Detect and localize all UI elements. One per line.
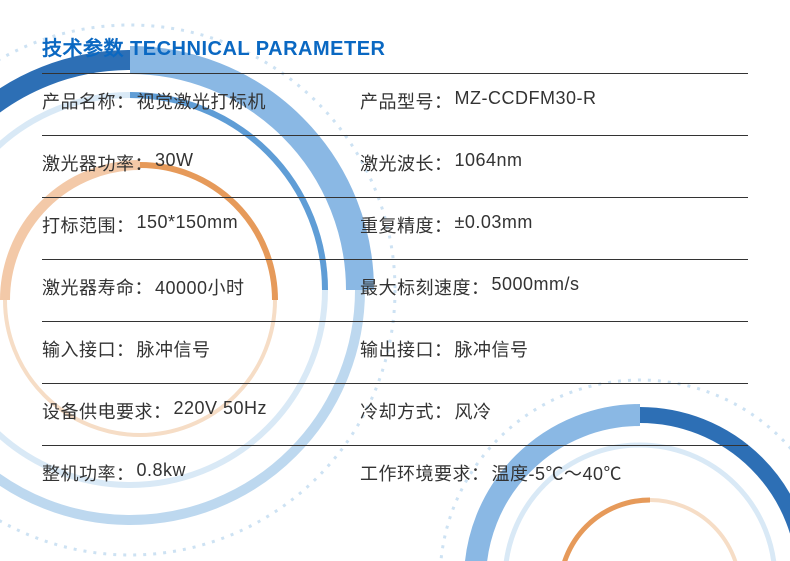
spec-label: 输出接口: [360, 336, 453, 362]
spec-label: 整机功率: [42, 460, 135, 486]
spec-row: 产品名称视觉激光打标机产品型号MZ-CCDFM30-R: [42, 73, 748, 135]
spec-value: 脉冲信号: [137, 336, 211, 362]
section-title: 技术参数 TECHNICAL PARAMETER: [42, 32, 748, 61]
spec-label: 冷却方式: [360, 398, 453, 424]
spec-row: 输入接口脉冲信号输出接口脉冲信号: [42, 321, 748, 383]
spec-row: 整机功率0.8kw工作环境要求温度-5℃～40℃: [42, 445, 748, 507]
spec-value: 风冷: [455, 398, 492, 424]
spec-value: 视觉激光打标机: [137, 88, 267, 114]
spec-value: 温度-5℃～40℃: [492, 460, 623, 486]
spec-value: 0.8kw: [137, 460, 187, 486]
spec-cell-right: 冷却方式风冷: [360, 398, 748, 424]
spec-cell-left: 激光器寿命40000小时: [42, 274, 360, 300]
spec-cell-left: 激光器功率30W: [42, 150, 360, 176]
spec-value: 40000小时: [155, 274, 245, 300]
spec-label: 产品型号: [360, 88, 453, 114]
spec-value: 150*150mm: [137, 212, 239, 238]
spec-row: 激光器功率30W激光波长1064nm: [42, 135, 748, 197]
spec-row: 激光器寿命40000小时最大标刻速度5000mm/s: [42, 259, 748, 321]
spec-label: 最大标刻速度: [360, 274, 490, 300]
spec-label: 输入接口: [42, 336, 135, 362]
spec-label: 设备供电要求: [42, 398, 172, 424]
spec-cell-left: 输入接口脉冲信号: [42, 336, 360, 362]
spec-label: 激光波长: [360, 150, 453, 176]
spec-cell-left: 设备供电要求220V 50Hz: [42, 398, 360, 424]
spec-value: 30W: [155, 150, 194, 176]
spec-table: 产品名称视觉激光打标机产品型号MZ-CCDFM30-R激光器功率30W激光波长1…: [42, 73, 748, 507]
spec-row: 设备供电要求220V 50Hz冷却方式风冷: [42, 383, 748, 445]
spec-cell-left: 产品名称视觉激光打标机: [42, 88, 360, 114]
spec-value: 220V 50Hz: [174, 398, 268, 424]
spec-cell-right: 激光波长1064nm: [360, 150, 748, 176]
spec-value: 1064nm: [455, 150, 523, 176]
spec-value: 脉冲信号: [455, 336, 529, 362]
spec-label: 产品名称: [42, 88, 135, 114]
spec-label: 打标范围: [42, 212, 135, 238]
spec-cell-right: 产品型号MZ-CCDFM30-R: [360, 88, 748, 114]
spec-label: 工作环境要求: [360, 460, 490, 486]
spec-cell-right: 最大标刻速度5000mm/s: [360, 274, 748, 300]
spec-cell-left: 整机功率0.8kw: [42, 460, 360, 486]
spec-label: 激光器功率: [42, 150, 153, 176]
spec-cell-right: 重复精度±0.03mm: [360, 212, 748, 238]
spec-cell-right: 工作环境要求温度-5℃～40℃: [360, 460, 748, 486]
spec-value: ±0.03mm: [455, 212, 533, 238]
spec-label: 激光器寿命: [42, 274, 153, 300]
spec-value: MZ-CCDFM30-R: [455, 88, 597, 114]
spec-label: 重复精度: [360, 212, 453, 238]
spec-cell-right: 输出接口脉冲信号: [360, 336, 748, 362]
content-panel: 技术参数 TECHNICAL PARAMETER 产品名称视觉激光打标机产品型号…: [0, 0, 790, 507]
spec-row: 打标范围150*150mm重复精度±0.03mm: [42, 197, 748, 259]
spec-cell-left: 打标范围150*150mm: [42, 212, 360, 238]
spec-value: 5000mm/s: [492, 274, 580, 300]
